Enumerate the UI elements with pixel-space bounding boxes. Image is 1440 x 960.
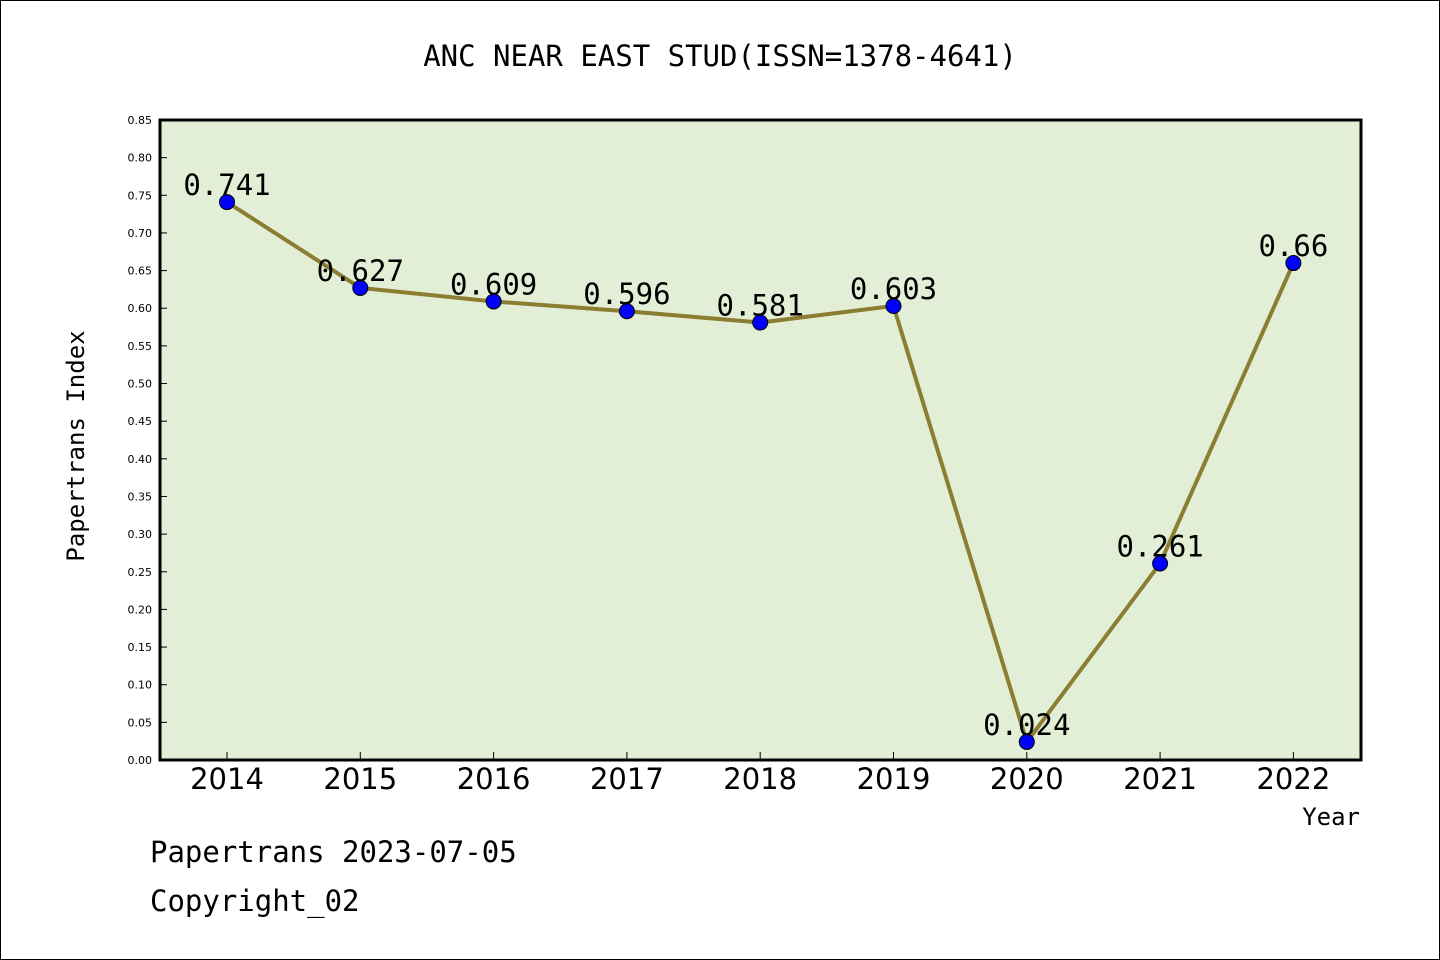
- data-point-marker: [885, 297, 902, 314]
- data-point-marker: [618, 303, 635, 320]
- y-tick-label: 0.15: [128, 641, 153, 654]
- data-points: [219, 194, 1302, 750]
- y-tick-label: 0.00: [128, 754, 153, 767]
- data-point-marker: [219, 194, 235, 211]
- plot-area: [160, 120, 1361, 760]
- y-tick-label: 0.35: [128, 490, 153, 503]
- y-tick-label: 0.75: [128, 189, 153, 202]
- x-tick-label: 2019: [857, 762, 931, 796]
- data-point-label: 0.596: [583, 277, 670, 311]
- x-tick-label: 2018: [723, 762, 797, 796]
- y-tick-label: 0.45: [128, 415, 153, 428]
- y-tick-label: 0.70: [128, 227, 153, 240]
- x-tick-label: 2021: [1123, 762, 1197, 796]
- x-tick-label: 2022: [1256, 762, 1330, 796]
- footer-copyright-text: Copyright_02: [150, 884, 360, 918]
- y-axis: 0.00 0.05 0.10 0.15 0.20 0.25 0.30 0.35 0.40 0.45…: [128, 114, 167, 767]
- y-tick-label: 0.65: [128, 265, 153, 278]
- y-axis-label: Papertrans Index: [62, 330, 90, 561]
- x-tick-label: 2016: [457, 762, 531, 796]
- data-point-label: 0.741: [183, 168, 270, 202]
- data-labels: 0.741 0.627 0.609 0.596 0.581 0.603 0.024 0.261…: [183, 168, 1328, 742]
- data-point-marker: [352, 279, 369, 296]
- data-point-label: 0.609: [450, 267, 537, 301]
- data-point-marker: [752, 314, 769, 331]
- y-tick-label: 0.55: [128, 340, 153, 353]
- y-tick-label: 0.40: [128, 453, 153, 466]
- y-tick-label: 0.05: [128, 716, 153, 729]
- data-point-label: 0.627: [317, 254, 404, 288]
- chart-title: ANC NEAR EAST STUD(ISSN=1378-4641): [423, 39, 1017, 73]
- y-tick-label: 0.85: [128, 114, 153, 127]
- footer-date-text: Papertrans 2023-07-05: [150, 835, 517, 869]
- x-axis-label: Year: [1302, 803, 1360, 831]
- data-point-marker: [1018, 733, 1035, 750]
- y-tick-label: 0.10: [128, 679, 153, 692]
- x-tick-label: 2020: [990, 762, 1064, 796]
- data-point-label: 0.603: [850, 272, 937, 306]
- y-tick-label: 0.25: [128, 566, 153, 579]
- data-point-label: 0.66: [1258, 229, 1328, 263]
- data-point-marker: [1285, 255, 1302, 272]
- y-tick-label: 0.60: [128, 302, 153, 315]
- data-point-marker: [1152, 555, 1169, 572]
- y-tick-label: 0.30: [128, 528, 153, 541]
- data-point-label: 0.024: [983, 708, 1070, 742]
- y-tick-label: 0.80: [128, 152, 153, 165]
- data-point-label: 0.581: [717, 289, 804, 323]
- data-point-label: 0.261: [1116, 529, 1203, 563]
- x-tick-label: 2014: [190, 762, 264, 796]
- y-tick-label: 0.50: [128, 378, 153, 391]
- plot-border: [158, 118, 1363, 762]
- x-tick-label: 2017: [590, 762, 664, 796]
- x-tick-label: 2015: [323, 762, 397, 796]
- x-axis: 2014 2015 2016 2017 2018 2019 2020 2021 2022: [190, 752, 1330, 796]
- data-point-marker: [485, 293, 502, 310]
- y-tick-label: 0.20: [128, 603, 153, 616]
